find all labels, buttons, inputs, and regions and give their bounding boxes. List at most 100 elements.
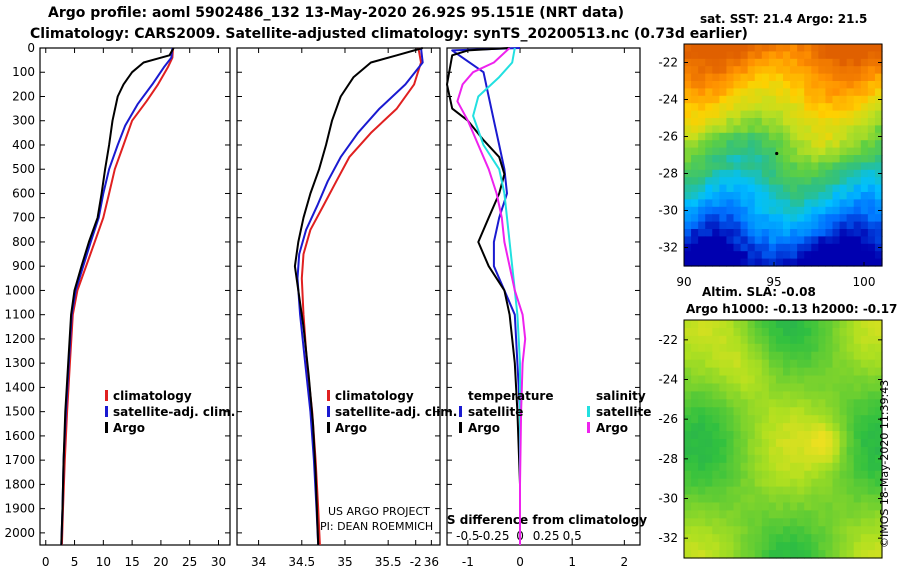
heatmap-cell xyxy=(839,125,848,134)
heatmap-cell xyxy=(804,375,812,385)
heatmap-cell xyxy=(754,526,763,535)
heatmap-cell xyxy=(747,391,756,400)
heatmap-cell xyxy=(860,446,869,456)
heatmap-cell xyxy=(740,88,749,97)
heatmap-cell xyxy=(839,478,848,488)
depth-tick-label: 1900 xyxy=(4,502,35,516)
heatmap-cell xyxy=(832,147,841,156)
heatmap-cell xyxy=(832,470,841,480)
heatmap-cell xyxy=(860,526,869,535)
heatmap-cell xyxy=(811,95,819,104)
heatmap-cell xyxy=(839,367,848,377)
heatmap-cell xyxy=(804,423,812,432)
heatmap-cell xyxy=(874,81,883,89)
heatmap-cell xyxy=(818,184,827,193)
heatmap-cell xyxy=(874,327,883,337)
heatmap-cell xyxy=(783,423,791,432)
heatmap-cell xyxy=(691,431,699,440)
heatmap-cell xyxy=(874,470,883,480)
heatmap-cell xyxy=(761,454,770,464)
heatmap-cell xyxy=(874,518,883,527)
depth-tick-label: 200 xyxy=(12,89,35,103)
heatmap-cell xyxy=(691,550,699,559)
heatmap-cell xyxy=(853,199,862,208)
heatmap-cell xyxy=(761,423,770,432)
heatmap-cell xyxy=(804,327,812,337)
heatmap-cell xyxy=(825,221,834,230)
heatmap-cell xyxy=(712,177,720,186)
heatmap-cell xyxy=(712,399,720,408)
heatmap-cell xyxy=(754,367,763,377)
heatmap-cell xyxy=(705,199,713,208)
heatmap-cell xyxy=(754,184,763,193)
heatmap-cell xyxy=(726,431,735,440)
heatmap-cell xyxy=(832,184,841,193)
heatmap-cell xyxy=(818,407,827,416)
heatmap-cell xyxy=(712,383,720,392)
heatmap-cell xyxy=(726,251,735,260)
heatmap-cell xyxy=(853,478,862,488)
heatmap-cell xyxy=(775,251,784,260)
heatmap-cell xyxy=(719,359,728,369)
heatmap-cell xyxy=(768,229,777,237)
heatmap-cell xyxy=(761,206,770,215)
heatmap-cell xyxy=(740,199,749,208)
heatmap-cell xyxy=(790,162,798,171)
heatmap-cell xyxy=(740,51,749,60)
heatmap-cell xyxy=(853,229,862,237)
heatmap-cell xyxy=(705,518,713,527)
heatmap-cell xyxy=(804,229,812,237)
heatmap-cell xyxy=(684,229,692,237)
heatmap-cell xyxy=(818,214,827,223)
heatmap-cell xyxy=(867,236,876,245)
heatmap-cell xyxy=(818,423,827,432)
heatmap-cell xyxy=(846,462,855,472)
heatmap-cell xyxy=(804,335,812,345)
heatmap-cell xyxy=(811,343,819,353)
heatmap-cell xyxy=(818,147,827,156)
heatmap-cell xyxy=(818,110,827,119)
heatmap-cell xyxy=(768,162,777,171)
heatmap-cell xyxy=(867,534,876,543)
heatmap-cell xyxy=(846,320,855,329)
heatmap-cell xyxy=(860,351,869,361)
heatmap-cell xyxy=(846,243,855,252)
heatmap-cell xyxy=(712,155,720,163)
heatmap-cell xyxy=(804,462,812,472)
heatmap-cell xyxy=(719,73,728,82)
heatmap-cell xyxy=(733,494,742,504)
heatmap-cell xyxy=(747,184,756,193)
heatmap-cell xyxy=(719,229,728,237)
profile-line-salinity-satellite xyxy=(472,47,521,545)
heatmap-cell xyxy=(761,169,770,178)
heatmap-cell xyxy=(804,88,812,97)
heatmap-cell xyxy=(818,399,827,408)
heatmap-cell xyxy=(818,327,827,337)
heatmap-cell xyxy=(761,470,770,480)
heatmap-cell xyxy=(733,320,742,329)
heatmap-cell xyxy=(867,454,876,464)
heatmap-cell xyxy=(698,383,706,392)
heatmap-cell xyxy=(790,510,798,519)
heatmap-cell xyxy=(825,359,834,369)
heatmap-cell xyxy=(839,335,848,345)
heatmap-cell xyxy=(860,251,869,260)
heatmap-cell xyxy=(698,236,706,245)
heatmap-cell xyxy=(740,58,749,67)
heatmap-cell xyxy=(783,375,791,385)
heatmap-cell xyxy=(846,221,855,230)
heatmap-cell xyxy=(860,44,869,52)
heatmap-cell xyxy=(790,327,798,337)
heatmap-cell xyxy=(804,510,812,519)
heatmap-cell xyxy=(811,206,819,215)
heatmap-cell xyxy=(684,367,692,377)
heatmap-cell xyxy=(705,454,713,464)
heatmap-cell xyxy=(811,229,819,237)
map-x-tick-label: 95 xyxy=(766,275,781,289)
heatmap-cell xyxy=(846,81,855,89)
heatmap-cell xyxy=(719,140,728,149)
heatmap-cell xyxy=(761,542,770,551)
heatmap-cell xyxy=(726,542,735,551)
heatmap-cell xyxy=(832,335,841,345)
x-tick-label: -2 xyxy=(410,555,422,569)
